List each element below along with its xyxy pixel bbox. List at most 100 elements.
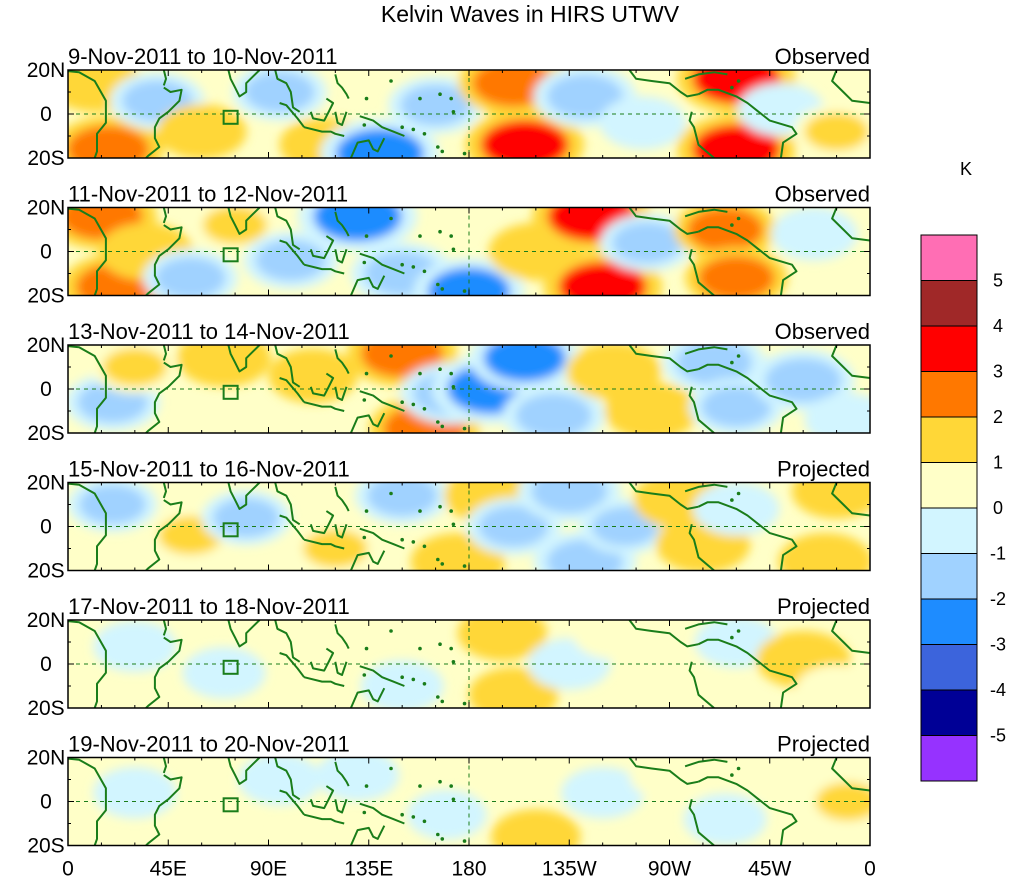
island xyxy=(422,682,427,686)
anomaly-blob xyxy=(422,541,493,571)
island xyxy=(436,282,440,287)
coastline xyxy=(334,248,348,264)
anomaly-field xyxy=(68,207,858,296)
island xyxy=(451,110,456,114)
y-tick-label: 20N xyxy=(27,747,66,770)
coastline xyxy=(68,620,107,708)
anomaly-blob xyxy=(244,71,315,113)
anomaly-blob xyxy=(168,112,235,152)
coastlines xyxy=(68,757,870,846)
coastline xyxy=(349,550,386,571)
coastline xyxy=(309,510,335,535)
anomaly-field xyxy=(93,757,870,846)
anomaly-blob xyxy=(335,128,424,158)
island xyxy=(411,127,416,132)
coastline xyxy=(334,624,350,650)
coastline xyxy=(162,70,167,86)
coastline xyxy=(279,514,305,541)
anomaly-blob xyxy=(183,801,243,837)
island xyxy=(418,646,422,651)
anomaly-blob xyxy=(815,782,870,821)
coastline xyxy=(334,486,350,512)
island xyxy=(418,784,422,788)
panel-plot-area xyxy=(68,207,870,296)
coastline xyxy=(684,758,728,768)
coastline xyxy=(359,802,405,825)
panel-date-range: 11-Nov-2011 to 12-Nov-2011 xyxy=(68,182,348,207)
panel-date-range: 15-Nov-2011 to 16-Nov-2011 xyxy=(68,457,350,482)
coastline xyxy=(309,97,335,122)
coastline xyxy=(628,345,699,373)
island xyxy=(389,354,393,358)
anomaly-blob xyxy=(367,482,438,517)
island xyxy=(462,151,467,156)
coastline xyxy=(628,482,699,510)
coastline xyxy=(145,224,183,296)
coastline xyxy=(684,621,728,630)
colorbar-label: -5 xyxy=(990,726,1006,746)
coastline xyxy=(274,482,301,526)
y-tick-label: 0 xyxy=(40,791,52,814)
anomaly-blob xyxy=(558,261,647,296)
y-tick-label: 0 xyxy=(40,378,52,401)
island xyxy=(418,234,422,238)
anomaly-blob xyxy=(705,623,768,661)
island xyxy=(389,79,393,83)
panel-4: 15-Nov-2011 to 16-Nov-2011 Projected 20N 0 2… xyxy=(27,457,871,583)
coastline xyxy=(688,111,715,158)
coastline xyxy=(68,345,107,433)
island xyxy=(422,407,427,411)
colorbar-label: -1 xyxy=(990,544,1006,564)
coastline xyxy=(334,798,348,814)
island xyxy=(364,234,369,238)
coastline xyxy=(688,386,715,433)
y-tick-label: 20N xyxy=(27,59,66,82)
coastlines xyxy=(68,482,870,571)
anomaly-blob xyxy=(482,757,545,794)
x-tick-label: 0 xyxy=(62,858,74,881)
anomaly-blob xyxy=(692,124,781,158)
panel-plot-area xyxy=(68,757,870,846)
anomaly-blob xyxy=(417,796,477,833)
x-tick-label: 135W xyxy=(542,858,597,881)
island xyxy=(436,145,440,149)
panel-status-label: Observed xyxy=(775,319,870,344)
island xyxy=(364,784,369,788)
coastline xyxy=(162,620,167,636)
anomaly-blob xyxy=(591,506,659,547)
island xyxy=(400,262,404,267)
island xyxy=(436,832,440,837)
island xyxy=(440,699,445,704)
anomaly-blob xyxy=(155,257,226,296)
coastline xyxy=(309,785,335,810)
coastline xyxy=(359,390,405,412)
coastline xyxy=(68,757,107,846)
anomaly-blob xyxy=(515,393,592,433)
island xyxy=(462,701,467,706)
panel-status-label: Observed xyxy=(775,44,870,69)
coastline xyxy=(303,126,345,137)
island xyxy=(400,675,404,679)
coastline xyxy=(334,111,348,126)
coastline xyxy=(303,813,345,825)
anomaly-blob xyxy=(790,541,861,571)
anomaly-blob xyxy=(248,761,311,798)
panel-status-label: Projected xyxy=(777,594,870,619)
coastline xyxy=(334,211,350,237)
island xyxy=(438,92,442,96)
anomaly-blob xyxy=(326,757,389,794)
coastline xyxy=(162,345,167,361)
island xyxy=(411,815,416,819)
y-tick-label: 20S xyxy=(27,147,64,170)
panel-status-label: Projected xyxy=(777,732,870,757)
coastline xyxy=(349,687,386,708)
region-box xyxy=(222,247,239,263)
island xyxy=(418,96,422,101)
coastline xyxy=(279,102,305,128)
island xyxy=(730,635,734,640)
anomaly-blob xyxy=(478,506,549,547)
island xyxy=(730,773,734,777)
anomaly-blob xyxy=(748,90,813,129)
island xyxy=(418,509,422,513)
anomaly-blob xyxy=(483,345,566,382)
